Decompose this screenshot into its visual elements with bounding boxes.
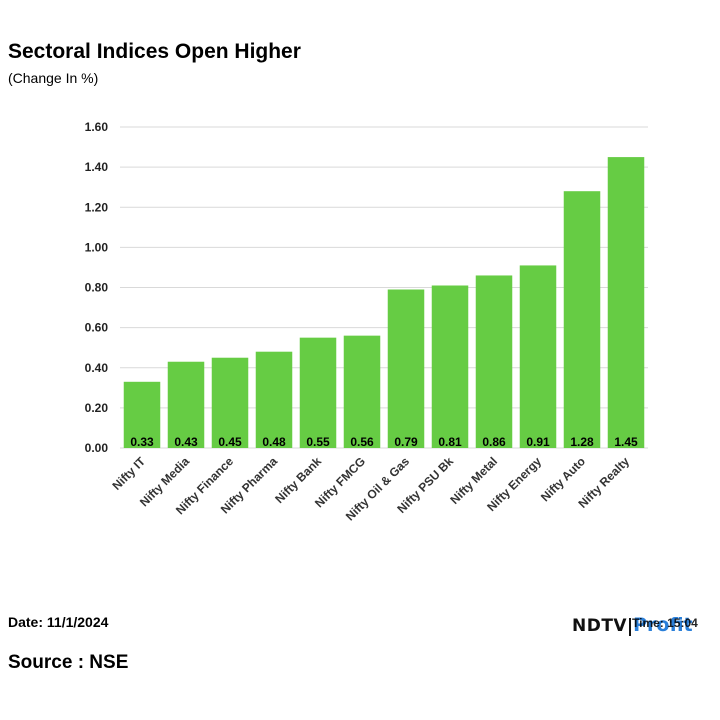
bar-value-label: 0.86: [482, 435, 506, 449]
bar: [343, 335, 381, 448]
bar: [167, 361, 205, 448]
bar: [475, 275, 513, 448]
brand-profit: Profit: [633, 614, 693, 636]
bar-value-label: 0.79: [394, 435, 418, 449]
bar: [519, 265, 557, 448]
bar: [431, 285, 469, 448]
y-tick-label: 1.40: [85, 160, 109, 174]
bar-value-label: 0.81: [438, 435, 462, 449]
bar-value-label: 0.48: [262, 435, 286, 449]
y-axis-ticks: 0.00 0.20 0.40 0.60 0.80 1.00 1.20 1.40 1.60: [85, 120, 109, 455]
y-tick-label: 0.60: [85, 321, 109, 335]
chart-subtitle: (Change In %): [8, 70, 99, 86]
date-label: Date: 11/1/2024: [8, 614, 109, 630]
source-label: Source : NSE: [8, 652, 129, 673]
bar: [299, 337, 337, 448]
brand-separator: [629, 617, 632, 636]
chart-title: Sectoral Indices Open Higher: [8, 40, 301, 63]
bar-chart: 0.00 0.20 0.40 0.60 0.80 1.00 1.20 1.40 1.60 0.3…: [85, 120, 648, 524]
gridlines: [120, 126, 648, 449]
bar-value-label: 0.43: [174, 435, 198, 449]
data-labels: 0.33 0.43 0.45 0.48 0.55 0.56 0.79 0.81 0.86 0.91…: [130, 435, 638, 449]
y-tick-label: 1.20: [85, 200, 109, 214]
bar: [563, 191, 601, 448]
bar: [255, 351, 293, 448]
bar-value-label: 0.55: [306, 435, 330, 449]
bar-value-label: 0.91: [526, 435, 550, 449]
y-tick-label: 0.00: [85, 441, 109, 455]
bar: [211, 357, 249, 448]
y-tick-label: 0.40: [85, 361, 109, 375]
bar-value-label: 1.45: [614, 435, 638, 449]
time-label: Time: 15:04: [632, 616, 698, 630]
bar: [607, 157, 645, 448]
y-tick-label: 0.20: [85, 401, 109, 415]
bar-value-label: 0.33: [130, 435, 154, 449]
bar-value-label: 0.56: [350, 435, 374, 449]
bar: [387, 289, 425, 448]
bars: [123, 157, 645, 448]
y-tick-label: 1.60: [85, 120, 109, 134]
y-tick-label: 0.80: [85, 281, 109, 295]
ndtv-profit-logo: NDTV Profit: [572, 614, 693, 640]
y-tick-label: 1.00: [85, 240, 109, 254]
bar: [123, 381, 161, 448]
bar-value-label: 0.45: [218, 435, 242, 449]
brand-ndtv: NDTV: [572, 616, 628, 636]
category-label: Nifty IT: [109, 454, 148, 493]
bar-value-label: 1.28: [570, 435, 594, 449]
